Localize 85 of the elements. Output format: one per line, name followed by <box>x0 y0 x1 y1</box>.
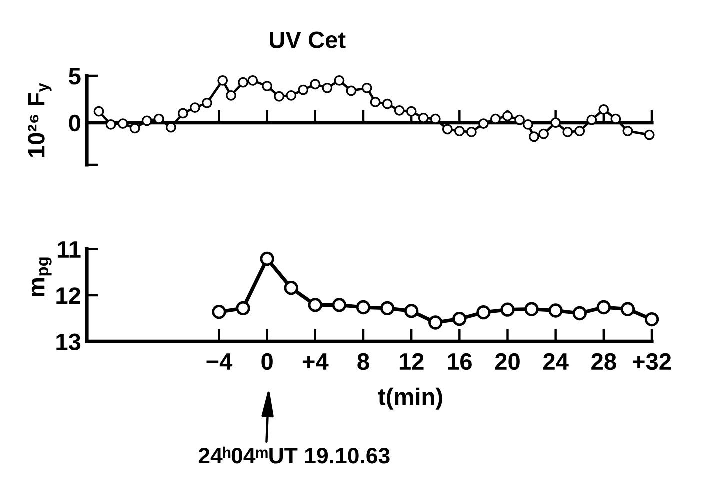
point <box>610 114 622 124</box>
point <box>262 81 273 92</box>
point <box>298 84 309 96</box>
point <box>502 111 513 122</box>
point <box>644 312 660 327</box>
x-axis-title: t(min) <box>378 388 442 410</box>
point <box>332 298 347 312</box>
point <box>382 98 393 110</box>
point <box>284 281 298 296</box>
y-tick-label: 5 <box>69 68 81 85</box>
y-axis-title: m$_{pg}$ <box>32 258 52 296</box>
point <box>466 127 477 138</box>
y-tick-label: 13 <box>56 334 81 351</box>
y-axis-title: 10²⁶ F$_{y}$ <box>28 83 52 158</box>
point <box>406 106 417 117</box>
x-tick-label: +4 <box>302 354 329 370</box>
point <box>94 106 104 117</box>
x-tick-label: 12 <box>400 353 424 370</box>
point <box>548 304 563 318</box>
x-tick-label: 8 <box>358 353 370 370</box>
point <box>362 82 372 94</box>
point <box>212 305 226 320</box>
point <box>322 82 333 94</box>
point <box>514 114 525 126</box>
point <box>178 108 188 119</box>
point <box>524 302 539 316</box>
point <box>310 79 321 90</box>
point <box>454 126 465 136</box>
point <box>596 300 611 315</box>
point <box>394 105 405 116</box>
point <box>428 316 443 330</box>
point <box>130 123 140 134</box>
y-tick-label: 12 <box>56 288 80 304</box>
point <box>586 114 598 126</box>
point <box>380 301 395 316</box>
x-tick-label: 0 <box>262 353 273 370</box>
x-tick-label: 16 <box>448 353 472 370</box>
point <box>106 120 116 130</box>
y-tick-label: 0 <box>69 114 80 132</box>
point <box>118 118 128 129</box>
text: 24ʰ04ᵐUT 19.10.63 <box>198 446 390 464</box>
point <box>248 75 258 86</box>
x-tick-label: 28 <box>592 353 616 370</box>
point <box>522 120 534 130</box>
point <box>528 132 540 142</box>
point <box>478 118 489 129</box>
point <box>226 90 236 101</box>
point <box>442 124 453 135</box>
point <box>202 98 212 108</box>
point <box>154 114 164 124</box>
point <box>404 304 419 318</box>
chart-title: UV Cet <box>270 32 346 48</box>
x-tick-label: −4 <box>206 354 233 370</box>
point <box>644 130 655 140</box>
point <box>476 306 491 320</box>
point <box>562 127 574 138</box>
point <box>218 75 228 86</box>
point <box>142 116 152 126</box>
point <box>236 301 250 316</box>
point <box>622 126 634 136</box>
point <box>346 86 357 96</box>
point <box>286 90 297 101</box>
point <box>500 302 515 317</box>
x-tick-label: 24 <box>544 353 569 370</box>
point <box>356 300 371 315</box>
point <box>538 128 550 140</box>
point <box>490 114 501 124</box>
point <box>620 302 636 316</box>
point <box>370 97 381 108</box>
point <box>430 114 441 124</box>
point <box>334 75 345 86</box>
point <box>190 102 200 114</box>
x-tick-label: +32 <box>632 353 672 370</box>
point <box>308 298 322 312</box>
point <box>452 312 467 326</box>
point <box>260 252 274 266</box>
point <box>598 104 610 115</box>
point <box>238 77 248 88</box>
point <box>574 126 586 136</box>
point <box>572 306 587 321</box>
y-tick-label: 11 <box>58 242 81 258</box>
point <box>418 112 429 124</box>
point <box>274 91 285 102</box>
x-tick-label: 20 <box>495 353 520 370</box>
point <box>550 118 562 128</box>
